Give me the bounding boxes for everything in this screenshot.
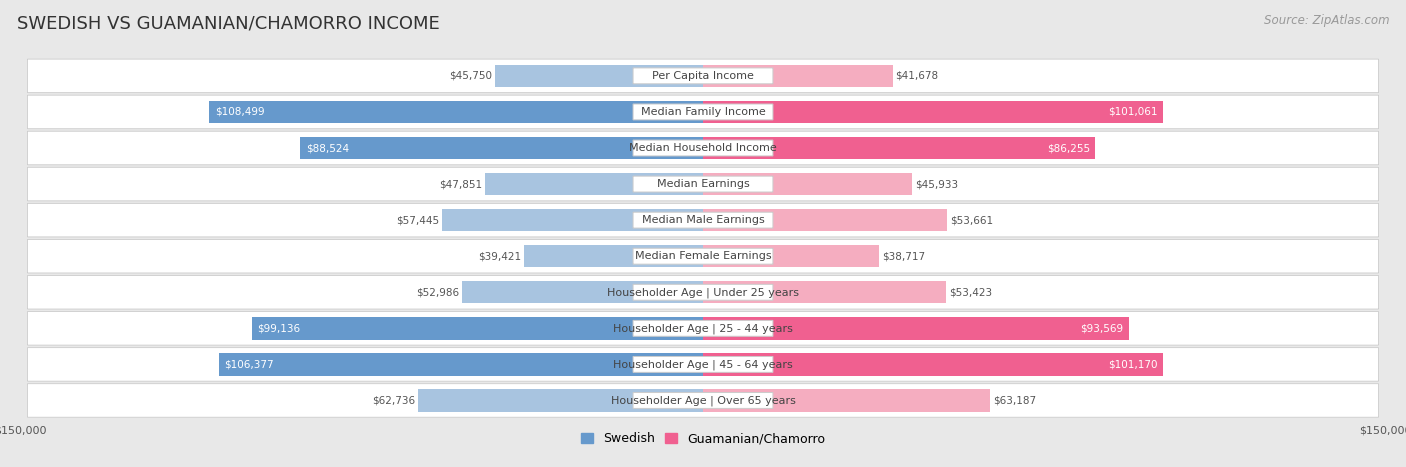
- Text: $52,986: $52,986: [416, 287, 460, 297]
- FancyBboxPatch shape: [28, 131, 1378, 165]
- Text: Householder Age | 45 - 64 years: Householder Age | 45 - 64 years: [613, 359, 793, 370]
- Legend: Swedish, Guamanian/Chamorro: Swedish, Guamanian/Chamorro: [575, 427, 831, 451]
- FancyBboxPatch shape: [28, 347, 1378, 381]
- Text: $101,170: $101,170: [1108, 360, 1157, 369]
- Bar: [301, 137, 703, 159]
- Text: SWEDISH VS GUAMANIAN/CHAMORRO INCOME: SWEDISH VS GUAMANIAN/CHAMORRO INCOME: [17, 14, 440, 32]
- Text: Median Family Income: Median Family Income: [641, 107, 765, 117]
- FancyBboxPatch shape: [28, 203, 1378, 237]
- Text: $41,678: $41,678: [896, 71, 938, 81]
- FancyBboxPatch shape: [633, 68, 773, 84]
- FancyBboxPatch shape: [28, 311, 1378, 345]
- Text: $53,423: $53,423: [949, 287, 991, 297]
- Bar: [703, 281, 946, 304]
- Bar: [252, 317, 703, 340]
- FancyBboxPatch shape: [633, 320, 773, 336]
- Text: $45,750: $45,750: [449, 71, 492, 81]
- FancyBboxPatch shape: [28, 384, 1378, 417]
- Bar: [703, 317, 1129, 340]
- FancyBboxPatch shape: [28, 59, 1378, 92]
- Text: Householder Age | 25 - 44 years: Householder Age | 25 - 44 years: [613, 323, 793, 333]
- Text: Per Capita Income: Per Capita Income: [652, 71, 754, 81]
- Text: Source: ZipAtlas.com: Source: ZipAtlas.com: [1264, 14, 1389, 27]
- Bar: [209, 101, 703, 123]
- Bar: [523, 245, 703, 268]
- Text: $45,933: $45,933: [915, 179, 957, 189]
- Text: $106,377: $106,377: [225, 360, 274, 369]
- Text: $53,661: $53,661: [950, 215, 993, 225]
- Bar: [418, 389, 703, 411]
- Text: $101,061: $101,061: [1108, 107, 1157, 117]
- Bar: [219, 353, 703, 375]
- Text: Median Female Earnings: Median Female Earnings: [634, 251, 772, 261]
- Bar: [703, 101, 1163, 123]
- FancyBboxPatch shape: [633, 284, 773, 300]
- Text: $88,524: $88,524: [305, 143, 349, 153]
- Bar: [495, 65, 703, 87]
- FancyBboxPatch shape: [28, 276, 1378, 309]
- Text: Median Male Earnings: Median Male Earnings: [641, 215, 765, 225]
- Text: $62,736: $62,736: [371, 396, 415, 405]
- Bar: [703, 137, 1095, 159]
- Bar: [703, 245, 879, 268]
- FancyBboxPatch shape: [633, 176, 773, 192]
- Text: $39,421: $39,421: [478, 251, 522, 261]
- FancyBboxPatch shape: [633, 248, 773, 264]
- Text: $63,187: $63,187: [993, 396, 1036, 405]
- FancyBboxPatch shape: [28, 240, 1378, 273]
- Bar: [485, 173, 703, 195]
- FancyBboxPatch shape: [633, 104, 773, 120]
- FancyBboxPatch shape: [633, 393, 773, 409]
- Text: $57,445: $57,445: [396, 215, 439, 225]
- Text: $38,717: $38,717: [882, 251, 925, 261]
- FancyBboxPatch shape: [633, 212, 773, 228]
- Bar: [703, 389, 990, 411]
- Bar: [703, 173, 912, 195]
- Text: Householder Age | Under 25 years: Householder Age | Under 25 years: [607, 287, 799, 297]
- Text: Median Earnings: Median Earnings: [657, 179, 749, 189]
- Text: $99,136: $99,136: [257, 323, 301, 333]
- Text: Householder Age | Over 65 years: Householder Age | Over 65 years: [610, 395, 796, 406]
- FancyBboxPatch shape: [28, 95, 1378, 129]
- Bar: [703, 65, 893, 87]
- Text: $86,255: $86,255: [1047, 143, 1090, 153]
- FancyBboxPatch shape: [633, 140, 773, 156]
- Bar: [463, 281, 703, 304]
- Text: $93,569: $93,569: [1080, 323, 1123, 333]
- Text: $108,499: $108,499: [215, 107, 264, 117]
- FancyBboxPatch shape: [633, 356, 773, 372]
- Bar: [703, 353, 1163, 375]
- Bar: [441, 209, 703, 231]
- Bar: [703, 209, 948, 231]
- Text: $47,851: $47,851: [440, 179, 482, 189]
- FancyBboxPatch shape: [28, 167, 1378, 201]
- Text: Median Household Income: Median Household Income: [628, 143, 778, 153]
